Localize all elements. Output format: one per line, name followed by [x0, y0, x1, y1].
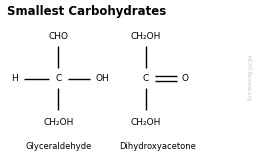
Text: MCAT-Review.org: MCAT-Review.org	[245, 55, 250, 102]
Text: CHO: CHO	[48, 32, 68, 41]
Text: CH₂OH: CH₂OH	[131, 118, 161, 127]
Text: H: H	[11, 74, 18, 83]
Text: Dihydroxyacetone: Dihydroxyacetone	[120, 142, 196, 151]
Text: CH₂OH: CH₂OH	[43, 118, 73, 127]
Text: C: C	[55, 74, 62, 83]
Text: C: C	[143, 74, 149, 83]
Text: O: O	[181, 74, 188, 83]
Text: OH: OH	[95, 74, 109, 83]
Text: Smallest Carbohydrates: Smallest Carbohydrates	[7, 5, 166, 18]
Text: CH₂OH: CH₂OH	[131, 32, 161, 41]
Text: Glyceraldehyde: Glyceraldehyde	[25, 142, 91, 151]
